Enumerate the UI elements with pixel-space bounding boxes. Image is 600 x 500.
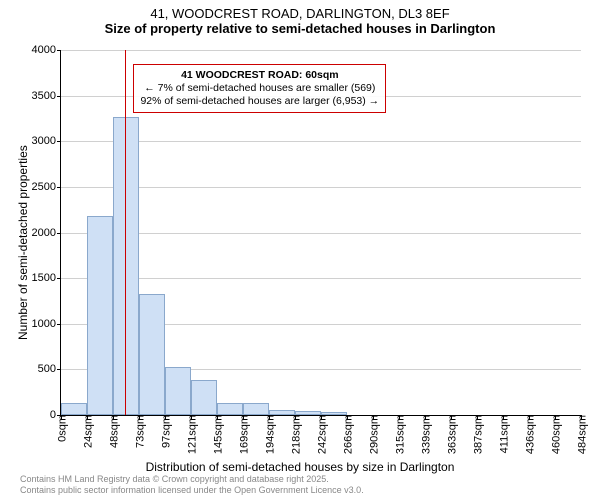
x-tick-label: 460sqm bbox=[548, 415, 563, 454]
attribution-line1: Contains HM Land Registry data © Crown c… bbox=[20, 474, 364, 485]
y-tick-label: 3500 bbox=[32, 90, 61, 102]
annotation-box: 41 WOODCREST ROAD: 60sqm← 7% of semi-det… bbox=[133, 64, 386, 113]
y-tick-label: 4000 bbox=[32, 44, 61, 56]
histogram-bar bbox=[165, 367, 191, 415]
x-tick-label: 73sqm bbox=[132, 415, 147, 448]
x-tick-label: 169sqm bbox=[236, 415, 251, 454]
histogram-bar bbox=[217, 403, 243, 415]
histogram-bar bbox=[243, 403, 269, 415]
y-tick-label: 500 bbox=[38, 363, 61, 375]
histogram-bar bbox=[87, 216, 113, 415]
x-tick-label: 145sqm bbox=[210, 415, 225, 454]
x-tick-label: 24sqm bbox=[80, 415, 95, 448]
histogram-bar bbox=[191, 380, 217, 415]
y-tick-label: 2500 bbox=[32, 181, 61, 193]
x-tick-label: 242sqm bbox=[314, 415, 329, 454]
x-tick-label: 218sqm bbox=[288, 415, 303, 454]
grid-line bbox=[61, 141, 581, 142]
annotation-line2: ← 7% of semi-detached houses are smaller… bbox=[140, 82, 379, 95]
y-axis-label: Number of semi-detached properties bbox=[16, 145, 30, 340]
y-tick-label: 1000 bbox=[32, 318, 61, 330]
x-tick-label: 363sqm bbox=[444, 415, 459, 454]
y-tick-label: 2000 bbox=[32, 227, 61, 239]
x-tick-label: 0sqm bbox=[54, 415, 69, 442]
x-tick-label: 97sqm bbox=[158, 415, 173, 448]
attribution-line2: Contains public sector information licen… bbox=[20, 485, 364, 496]
x-tick-label: 339sqm bbox=[418, 415, 433, 454]
reference-line bbox=[125, 50, 126, 415]
x-axis-label: Distribution of semi-detached houses by … bbox=[0, 460, 600, 474]
annotation-line3: 92% of semi-detached houses are larger (… bbox=[140, 95, 379, 108]
x-tick-label: 484sqm bbox=[574, 415, 589, 454]
x-tick-label: 121sqm bbox=[184, 415, 199, 454]
grid-line bbox=[61, 278, 581, 279]
histogram-bar bbox=[61, 403, 87, 415]
histogram-bar bbox=[139, 294, 165, 415]
grid-line bbox=[61, 187, 581, 188]
x-tick-label: 411sqm bbox=[496, 415, 511, 453]
x-tick-label: 48sqm bbox=[106, 415, 121, 448]
annotation-line1: 41 WOODCREST ROAD: 60sqm bbox=[140, 69, 379, 82]
chart-plot-area: 050010001500200025003000350040000sqm24sq… bbox=[60, 50, 581, 416]
x-tick-label: 436sqm bbox=[522, 415, 537, 454]
x-tick-label: 387sqm bbox=[470, 415, 485, 454]
chart-title-subtitle: Size of property relative to semi-detach… bbox=[0, 21, 600, 36]
x-tick-label: 194sqm bbox=[262, 415, 277, 454]
x-tick-label: 266sqm bbox=[340, 415, 355, 454]
x-tick-label: 315sqm bbox=[392, 415, 407, 454]
y-tick-label: 3000 bbox=[32, 135, 61, 147]
chart-title-address: 41, WOODCREST ROAD, DARLINGTON, DL3 8EF bbox=[0, 6, 600, 21]
x-tick-label: 290sqm bbox=[366, 415, 381, 454]
attribution-text: Contains HM Land Registry data © Crown c… bbox=[20, 474, 364, 496]
y-tick-label: 1500 bbox=[32, 272, 61, 284]
grid-line bbox=[61, 233, 581, 234]
grid-line bbox=[61, 50, 581, 51]
